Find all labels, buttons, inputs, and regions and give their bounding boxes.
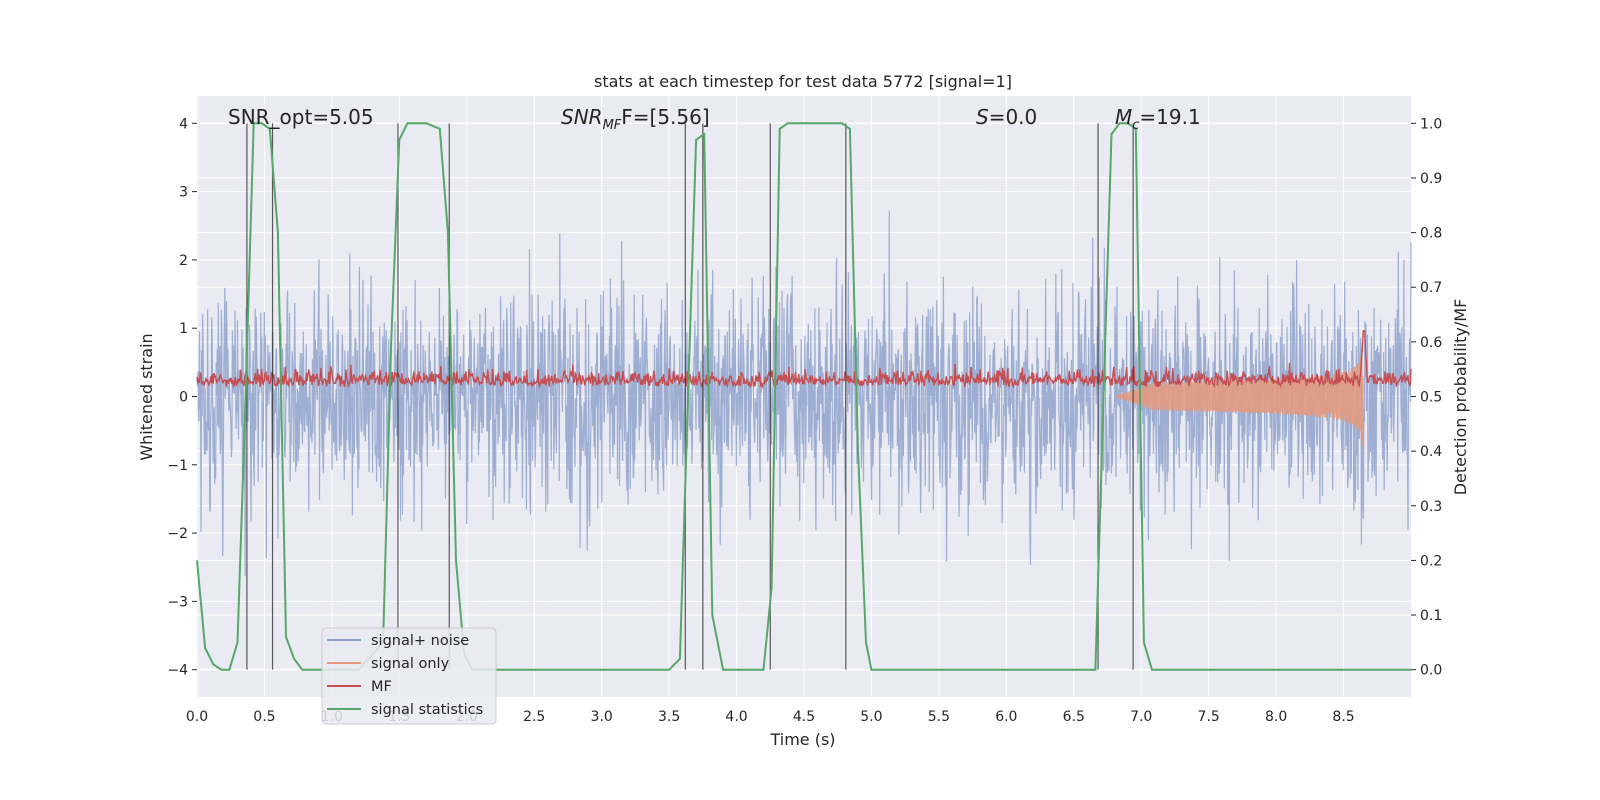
annotation-s-base: S (976, 105, 989, 129)
chart-title: stats at each timestep for test data 577… (594, 72, 1012, 91)
y2-tick-label: 0.5 (1420, 390, 1442, 406)
signal-statistics-series (196, 122, 1411, 671)
y-tick-label: 4 (179, 116, 188, 132)
y2-tick-label: 0.4 (1420, 444, 1442, 460)
annotation-snr-mf-sub: MF (603, 118, 622, 133)
mf-series (196, 330, 1412, 390)
legend-label-noise: signal+ noise (371, 633, 469, 649)
x-tick-label: 0.0 (186, 709, 208, 725)
x-tick-label: 8.0 (1265, 709, 1287, 725)
x-tick-label: 0.5 (253, 709, 275, 725)
annotation-mc-base: M (1115, 105, 1132, 129)
y-axis-label: Whitened strain (137, 333, 156, 460)
y-tick-label: −1 (167, 458, 188, 474)
annotation-mc-sub: c (1132, 118, 1139, 133)
annotation-s-tail: =0.0 (989, 105, 1038, 129)
y-tick-label: 1 (179, 321, 188, 337)
y2-tick-label: 0.3 (1420, 499, 1442, 515)
series-signal-noise (196, 210, 1412, 576)
annotation-snr-mf-base: SNR (561, 105, 603, 129)
y2-tick-label: 1.0 (1420, 116, 1442, 132)
y2-tick-label: 0.7 (1420, 280, 1442, 296)
annotation-snr-mf-tail: F=[5.56] (621, 105, 709, 129)
vertical-markers (246, 123, 1134, 670)
y2-tick-label: 0.0 (1420, 663, 1442, 679)
legend: signal+ noise signal only MF signal stat… (321, 627, 497, 725)
y-tick-label: −3 (167, 594, 188, 610)
y2-axis-ticks: 1.0 0.9 0.8 0.7 0.6 0.5 0.4 0.3 0.2 0.1 0.0 (1411, 116, 1442, 679)
x-tick-label: 3.0 (591, 709, 613, 725)
y-tick-label: 0 (179, 390, 188, 406)
y-tick-label: 2 (179, 253, 188, 269)
annotation-s: S=0.0 (976, 105, 1037, 129)
y-axis-ticks: 4 3 2 1 0 −1 −2 −3 −4 (167, 116, 197, 679)
annotation-mc-tail: =19.1 (1139, 105, 1200, 129)
legend-label-mf: MF (371, 679, 392, 695)
y2-axis-label: Detection probability/MF (1451, 299, 1470, 496)
x-tick-label: 5.0 (860, 709, 882, 725)
series-mf (196, 330, 1412, 390)
y-tick-label: −2 (167, 526, 188, 542)
x-tick-label: 3.5 (658, 709, 680, 725)
y2-tick-label: 0.1 (1420, 608, 1442, 624)
y2-tick-label: 0.9 (1420, 171, 1442, 187)
y2-tick-label: 0.8 (1420, 226, 1442, 242)
y2-tick-label: 0.6 (1420, 335, 1442, 351)
x-tick-label: 7.0 (1130, 709, 1152, 725)
y-tick-label: −4 (167, 663, 188, 679)
x-tick-label: 7.5 (1198, 709, 1220, 725)
x-tick-label: 5.5 (928, 709, 950, 725)
annotation-snr-mf: SNRMFF=[5.56] (561, 105, 710, 133)
signal-only-series (1114, 351, 1365, 455)
y2-tick-label: 0.2 (1420, 553, 1442, 569)
x-tick-label: 8.5 (1332, 709, 1354, 725)
annotation-snr-opt: SNR_opt=5.05 (228, 105, 374, 129)
x-tick-label: 2.5 (523, 709, 545, 725)
legend-box (321, 627, 497, 725)
x-tick-label: 6.5 (1063, 709, 1085, 725)
x-tick-label: 4.0 (725, 709, 747, 725)
series-signal-only (1114, 351, 1365, 455)
annotation-mc: Mc=19.1 (1115, 105, 1201, 133)
signal-noise-series (196, 210, 1412, 576)
series-signal-statistics (196, 122, 1411, 671)
x-tick-label: 4.5 (793, 709, 815, 725)
legend-label-stats: signal statistics (371, 702, 483, 718)
x-tick-label: 6.0 (995, 709, 1017, 725)
y-tick-label: 3 (179, 185, 188, 201)
x-axis-label: Time (s) (769, 730, 835, 749)
legend-label-signal: signal only (371, 656, 450, 672)
